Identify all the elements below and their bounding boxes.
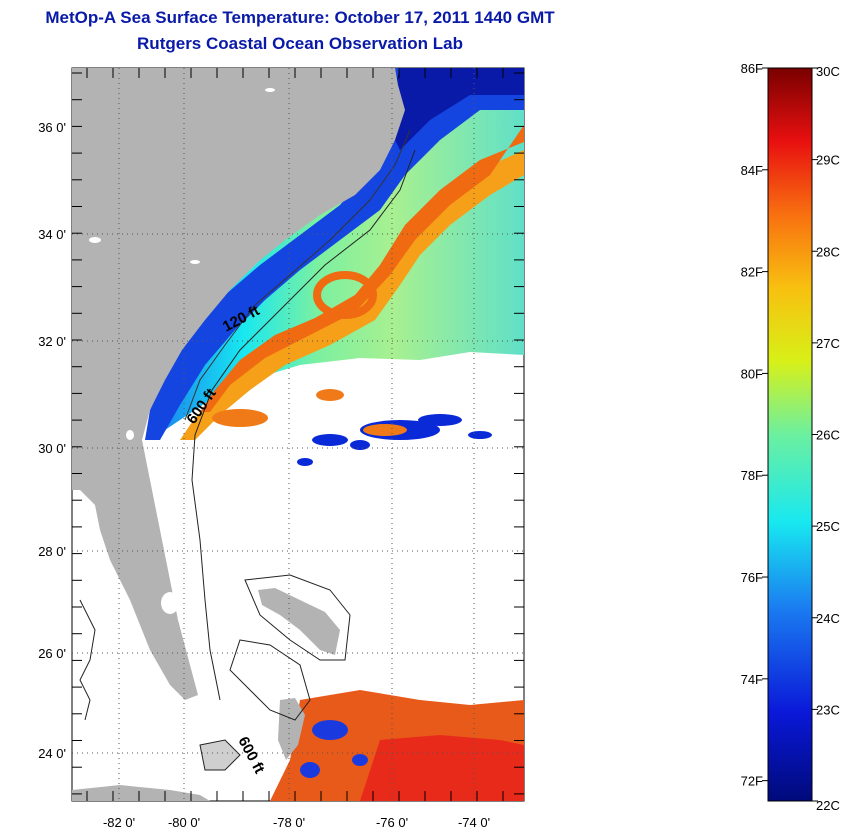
- colorbar-fahrenheit-label: 84F: [741, 163, 763, 178]
- land-bahamas-2: [278, 698, 305, 760]
- gulf-stream: [180, 115, 524, 440]
- south-cold-specks: [300, 720, 368, 778]
- longitude-label: -74 0': [458, 815, 490, 830]
- land-cuba: [72, 785, 210, 801]
- warm-patches: [212, 389, 407, 436]
- colorbar-celsius-labels: 30C 29C 28C 27C 26C 25C 24C 23C 22C: [816, 64, 840, 813]
- map-title: MetOp-A Sea Surface Temperature: October…: [45, 8, 555, 27]
- colorbar: [767, 67, 813, 802]
- map-grid: [72, 68, 524, 801]
- colorbar-fahrenheit-label: 74F: [741, 672, 763, 687]
- contour-florida-west: [79, 599, 96, 721]
- colorbar-celsius-label: 25C: [816, 519, 840, 534]
- colorbar-fahrenheit-label: 76F: [741, 570, 763, 585]
- colorbar-fahrenheit-label: 82F: [741, 265, 763, 280]
- contour-cay: [199, 739, 241, 771]
- longitude-label: -76 0': [376, 815, 408, 830]
- land-bahamas-1: [258, 588, 340, 655]
- map-subtitle: Rutgers Coastal Ocean Observation Lab: [137, 34, 463, 53]
- latitude-label: 34 0': [38, 227, 66, 242]
- colorbar-celsius-label: 28C: [816, 244, 840, 259]
- map-layers: [72, 68, 524, 801]
- land-mainland: [72, 68, 405, 700]
- lake-okeechobee: [161, 592, 179, 614]
- longitude-label: -78 0': [273, 815, 305, 830]
- latitude-label: 26 0': [38, 646, 66, 661]
- colorbar-celsius-label: 26C: [816, 428, 840, 443]
- sst-field-south-hot: [360, 735, 524, 801]
- latitude-label: 30 0': [38, 441, 66, 456]
- latitude-label: 28 0': [38, 544, 66, 559]
- longitude-label: -82 0': [103, 815, 135, 830]
- latitude-labels: 36 0' 34 0' 32 0' 30 0' 28 0' 26 0' 24 0': [38, 120, 66, 761]
- colorbar-fahrenheit-label: 78F: [741, 468, 763, 483]
- colorbar-celsius-label: 22C: [816, 798, 840, 813]
- warm-eddy: [313, 271, 377, 319]
- colorbar-celsius-label: 23C: [816, 702, 840, 717]
- colorbar-fahrenheit-label: 80F: [741, 366, 763, 381]
- contour-bahamas-2: [229, 639, 311, 721]
- latitude-label: 24 0': [38, 746, 66, 761]
- colorbar-celsius-label: 27C: [816, 336, 840, 351]
- colorbar-fahrenheit-label: 86F: [741, 61, 763, 76]
- inland-water: [89, 88, 275, 440]
- colorbar-celsius-label: 24C: [816, 611, 840, 626]
- sst-darkest-band: [385, 68, 524, 150]
- contour-bahamas: [244, 574, 351, 661]
- colorbar-fahrenheit-label: 72F: [741, 774, 763, 789]
- contour-600ft: [191, 149, 416, 701]
- colorbar-ticks: [762, 67, 818, 802]
- contour-120ft: [184, 129, 411, 421]
- sst-cold-band: [145, 68, 524, 440]
- colorbar-fahrenheit-labels: 86F 84F 82F 80F 78F 76F 74F 72F: [741, 61, 763, 789]
- gulf-stream-core: [200, 125, 524, 412]
- colorbar-celsius-label: 29C: [816, 153, 840, 168]
- latitude-label: 36 0': [38, 120, 66, 135]
- latitude-label: 32 0': [38, 334, 66, 349]
- colorbar-celsius-label: 30C: [816, 64, 840, 79]
- longitude-label: -80 0': [168, 815, 200, 830]
- map-ticks: [72, 68, 524, 801]
- longitude-labels: -82 0' -80 0' -78 0' -76 0' -74 0': [103, 815, 490, 830]
